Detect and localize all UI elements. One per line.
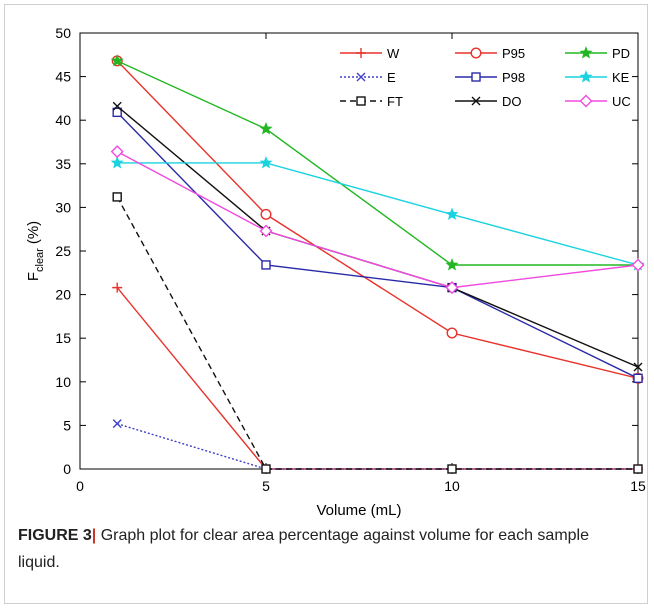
- y-tick-label: 40: [55, 112, 71, 128]
- data-point-uc: [259, 224, 273, 238]
- x-tick-label: 0: [76, 478, 84, 494]
- y-axis-label: Fclear(%): [25, 221, 46, 281]
- line-chart: 0 5 10 15 0 5 10 15 20 25 30 35 40 45 50 Volume (mL) Fcl…: [25, 25, 646, 519]
- data-point-ke: [110, 156, 124, 169]
- data-point-uc: [631, 258, 645, 272]
- chart-axes: 0 5 10 15 0 5 10 15 20 25 30 35 40 45 50 Volume (mL) Fcl…: [25, 25, 646, 519]
- data-point-ft: [447, 464, 457, 474]
- series-line-w: [116, 287, 638, 470]
- data-point-p98: [633, 373, 643, 384]
- series-p95: [111, 55, 644, 384]
- y-tick-label: 5: [63, 417, 71, 433]
- x-tick-label: 10: [444, 478, 460, 494]
- series-line-p98: [116, 111, 639, 379]
- data-point-p95: [260, 208, 272, 220]
- data-point-ft: [261, 464, 271, 474]
- data-point-do: [112, 101, 122, 111]
- y-tick-label: 10: [55, 374, 71, 390]
- y-tick-label: 0: [63, 461, 71, 477]
- y-tick-label: 30: [55, 199, 71, 215]
- legend-entry-do: DO: [455, 94, 522, 109]
- legend-marker-e: [356, 72, 366, 82]
- series-do: [112, 101, 643, 372]
- figure-caption: FIGURE 3| Graph plot for clear area perc…: [18, 522, 618, 576]
- data-point-w: [112, 282, 123, 293]
- legend-label-e: E: [387, 70, 396, 85]
- legend-entry-uc: UC: [565, 94, 631, 109]
- data-point-ft: [112, 192, 122, 202]
- data-point-uc: [445, 281, 459, 295]
- legend-marker-p98: [471, 72, 481, 82]
- legend-entry-w: W: [340, 46, 400, 61]
- legend-label-p98: P98: [502, 70, 525, 85]
- legend-entry-p98: P98: [455, 70, 525, 85]
- caption-separator: |: [91, 527, 97, 544]
- y-tick-label: 35: [55, 156, 71, 172]
- legend-label-uc: UC: [612, 94, 631, 109]
- data-point-pd: [259, 122, 273, 135]
- series-ke: [110, 156, 645, 271]
- series-uc: [110, 145, 645, 295]
- legend-entry-ke: KE: [565, 70, 630, 85]
- series-line-do: [116, 105, 639, 368]
- series-layer: [110, 54, 645, 474]
- data-point-p98: [112, 107, 122, 118]
- legend-marker-uc: [579, 94, 593, 108]
- figure-frame: [4, 4, 648, 604]
- legend-marker-ft: [356, 96, 366, 106]
- series-ft: [112, 192, 643, 474]
- legend-marker-w: [356, 48, 366, 58]
- series-line-pd: [116, 60, 638, 266]
- y-tick-label: 15: [55, 330, 71, 346]
- legend-label-ke: KE: [612, 70, 630, 85]
- x-axis-label: Volume (mL): [316, 502, 401, 519]
- y-tick-label: 20: [55, 287, 71, 303]
- series-line-p95: [116, 60, 639, 379]
- x-tick-label: 5: [262, 478, 270, 494]
- series-line-uc: [116, 150, 639, 289]
- caption-text: Graph plot for clear area percentage aga…: [18, 527, 589, 571]
- data-point-p98: [261, 260, 271, 270]
- series-line-e: [116, 423, 638, 470]
- y-tick-label: 50: [55, 25, 71, 41]
- data-point-e: [112, 419, 122, 429]
- legend-label-w: W: [387, 46, 400, 61]
- legend-label-do: DO: [502, 94, 522, 109]
- legend-label-p95: P95: [502, 46, 525, 61]
- caption-label: FIGURE 3: [18, 527, 92, 544]
- legend-entry-p95: P95: [455, 46, 525, 61]
- y-tick-label: 25: [55, 243, 71, 259]
- data-point-pd: [445, 258, 459, 271]
- data-point-do: [633, 362, 643, 372]
- series-e: [112, 419, 643, 474]
- data-point-ke: [445, 207, 459, 220]
- legend-entry-e: E: [340, 70, 396, 85]
- legend: WE FT P95 P98 DO PD KE UC: [340, 46, 631, 109]
- data-point-ke: [259, 156, 273, 169]
- series-w: [112, 282, 643, 474]
- data-point-uc: [110, 145, 124, 159]
- legend-marker-ke: [579, 70, 593, 83]
- series-line-ft: [116, 196, 638, 470]
- legend-marker-pd: [579, 46, 593, 59]
- series-line-ke: [117, 162, 639, 266]
- data-point-p95: [446, 327, 458, 339]
- legend-marker-do: [471, 96, 481, 106]
- series-p98: [112, 107, 643, 384]
- data-point-pd: [110, 54, 124, 67]
- legend-label-ft: FT: [387, 94, 403, 109]
- legend-entry-pd: PD: [565, 46, 630, 61]
- legend-entry-ft: FT: [340, 94, 403, 109]
- legend-label-pd: PD: [612, 46, 630, 61]
- y-tick-label: 45: [55, 69, 71, 85]
- legend-marker-p95: [470, 47, 482, 59]
- data-point-ft: [633, 464, 643, 474]
- x-tick-label: 15: [630, 478, 646, 494]
